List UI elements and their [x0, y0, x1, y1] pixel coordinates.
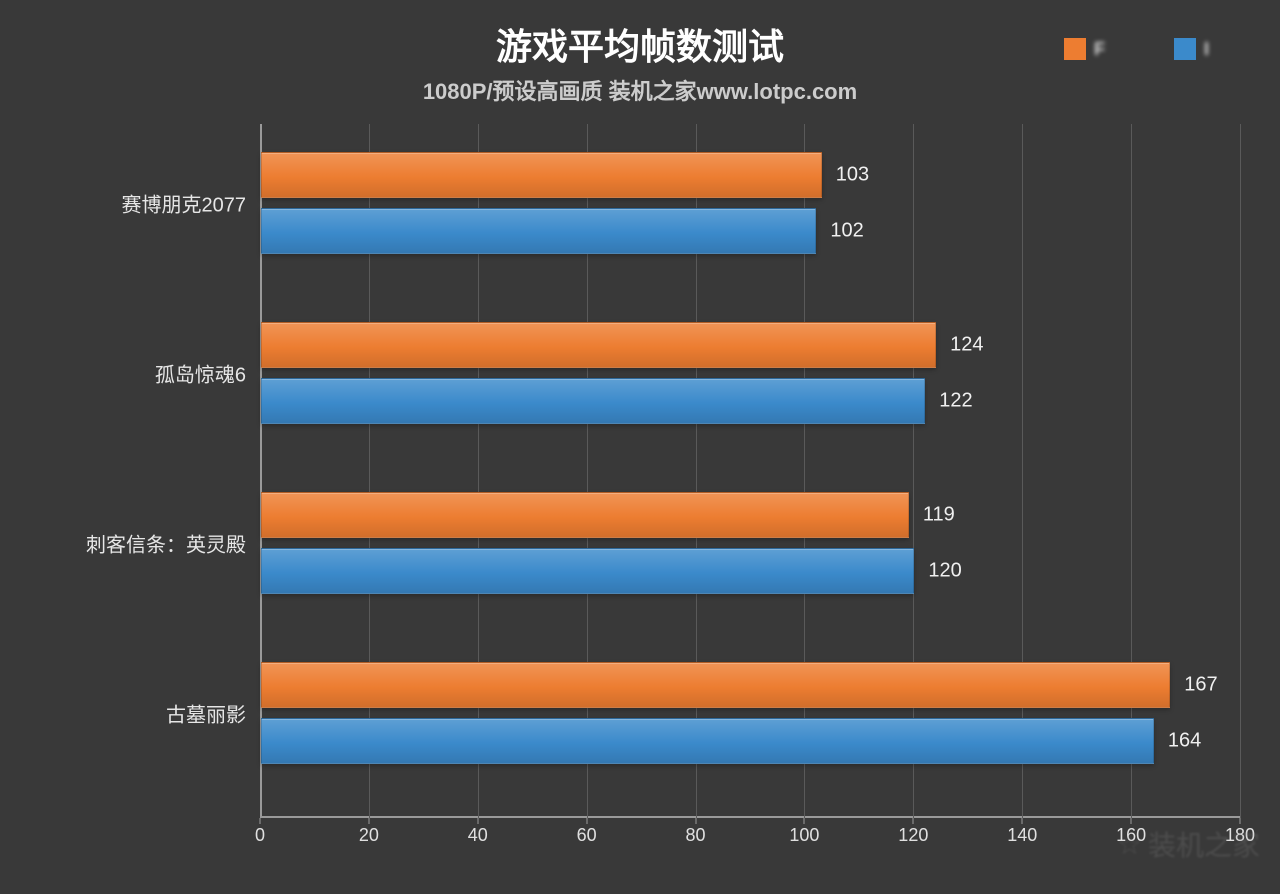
watermark: ☆ 装机之家 [1117, 824, 1260, 864]
x-tick-label: 100 [789, 825, 819, 846]
category-label: 刺客信条：英灵殿 [86, 529, 246, 558]
bar-series-a: 124 [261, 322, 936, 368]
plot-area: 020406080100120140160180赛博朋克2077103102孤岛… [260, 124, 1240, 844]
chart-header: 游戏平均帧数测试 1080P/预设高画质 装机之家www.lotpc.com [0, 18, 1280, 106]
tick-mark [260, 818, 261, 824]
bar-value-label: 120 [928, 560, 961, 583]
tick-mark [695, 818, 696, 824]
bar-value-label: 122 [939, 390, 972, 413]
x-tick-label: 20 [359, 825, 379, 846]
tick-mark [477, 818, 478, 824]
bar-fill [261, 208, 816, 254]
bar-series-b: 122 [261, 378, 925, 424]
tick-mark [913, 818, 914, 824]
x-tick-label: 40 [468, 825, 488, 846]
bar-fill [261, 322, 936, 368]
x-tick-label: 60 [577, 825, 597, 846]
chart-subtitle: 1080P/预设高画质 装机之家www.lotpc.com [0, 74, 1280, 106]
bar-fill [261, 662, 1170, 708]
bar-value-label: 119 [923, 504, 955, 527]
bar-value-label: 103 [836, 164, 869, 187]
gridline [1240, 124, 1241, 818]
bar-value-label: 102 [830, 220, 863, 243]
legend-item-series-a: F [1064, 38, 1134, 60]
bar-value-label: 164 [1168, 730, 1201, 753]
bar-fill [261, 548, 914, 594]
tick-mark [368, 818, 369, 824]
x-tick-label: 80 [686, 825, 706, 846]
bar-series-b: 164 [261, 718, 1154, 764]
legend-label-b: I [1204, 39, 1244, 60]
bar-fill [261, 152, 822, 198]
x-tick-label: 0 [255, 825, 265, 846]
x-axis [260, 816, 1240, 818]
x-tick-label: 120 [898, 825, 928, 846]
legend-swatch-b [1174, 38, 1196, 60]
watermark-text: 装机之家 [1148, 824, 1260, 864]
bar-group: 赛博朋克2077103102 [260, 152, 1240, 254]
legend: F I [1064, 38, 1244, 60]
bar-fill [261, 718, 1154, 764]
bar-series-a: 167 [261, 662, 1170, 708]
bar-series-b: 120 [261, 548, 914, 594]
bar-series-a: 103 [261, 152, 822, 198]
bar-fill [261, 492, 909, 538]
legend-item-series-b: I [1174, 38, 1244, 60]
tick-mark [804, 818, 805, 824]
x-tick-label: 140 [1007, 825, 1037, 846]
category-label: 孤岛惊魂6 [155, 359, 246, 388]
bar-group: 古墓丽影167164 [260, 662, 1240, 764]
bar-series-a: 119 [261, 492, 909, 538]
category-label: 赛博朋克2077 [122, 189, 247, 218]
legend-swatch-a [1064, 38, 1086, 60]
tick-mark [1022, 818, 1023, 824]
tick-mark [586, 818, 587, 824]
category-label: 古墓丽影 [166, 699, 246, 728]
bar-fill [261, 378, 925, 424]
bar-group: 刺客信条：英灵殿119120 [260, 492, 1240, 594]
bar-value-label: 124 [950, 334, 983, 357]
bar-group: 孤岛惊魂6124122 [260, 322, 1240, 424]
legend-label-a: F [1094, 39, 1134, 60]
bar-series-b: 102 [261, 208, 816, 254]
star-icon: ☆ [1117, 828, 1142, 861]
bar-value-label: 167 [1184, 674, 1217, 697]
